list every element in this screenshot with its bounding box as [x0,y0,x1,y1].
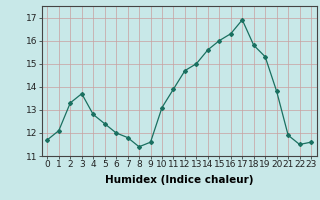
X-axis label: Humidex (Indice chaleur): Humidex (Indice chaleur) [105,175,253,185]
